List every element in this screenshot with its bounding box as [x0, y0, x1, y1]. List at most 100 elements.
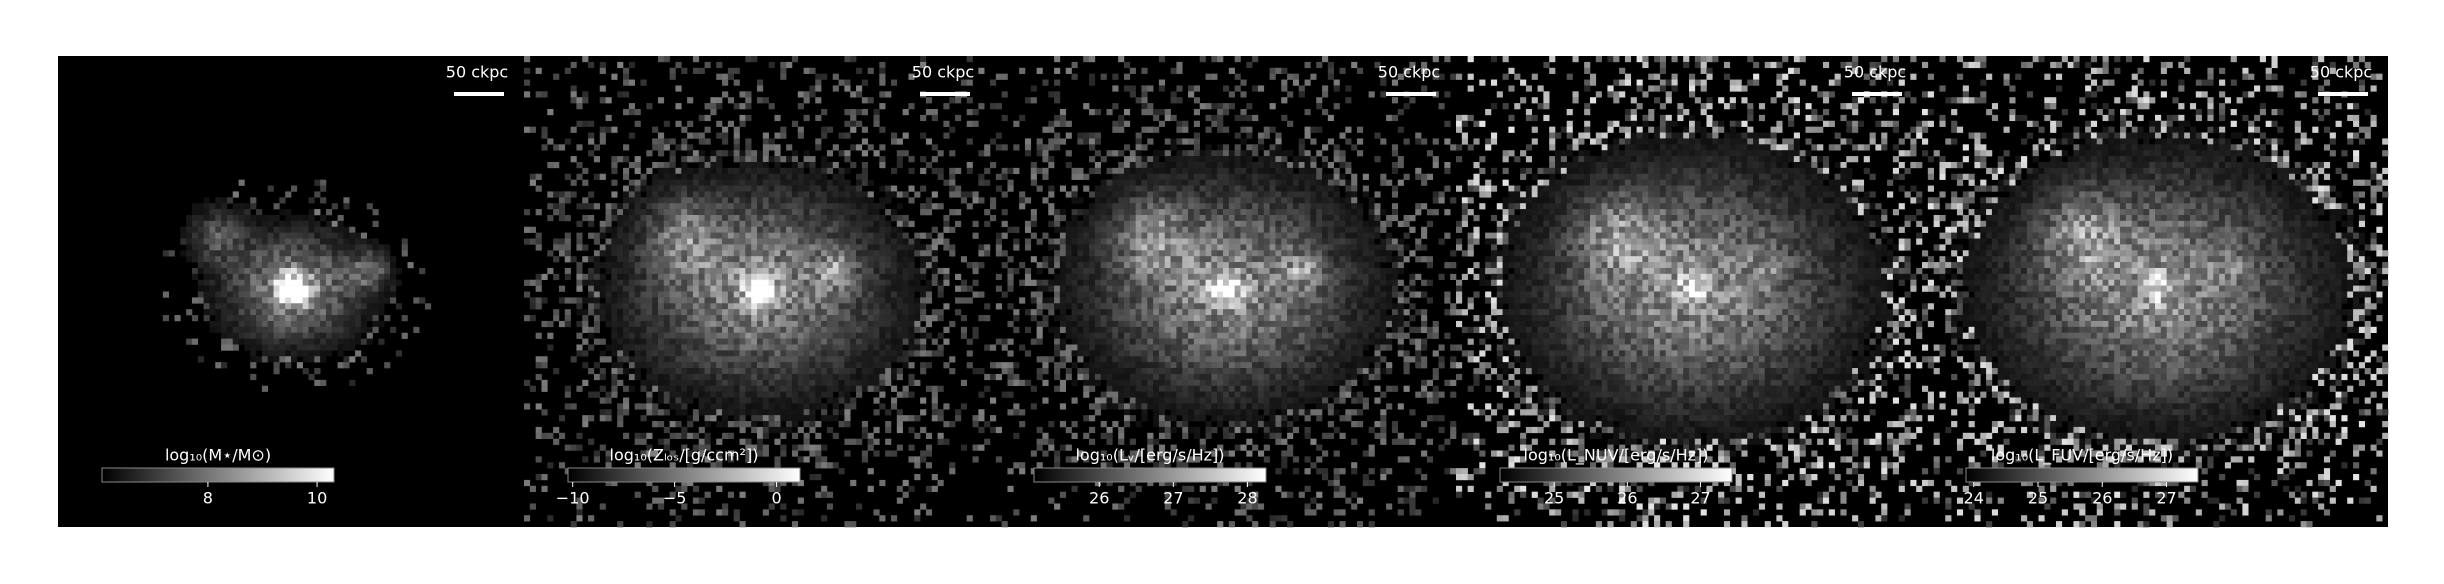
pixel [536, 362, 542, 368]
pixel [1124, 62, 1130, 68]
pixel [792, 280, 798, 286]
pixel [606, 321, 612, 327]
pixel [973, 445, 979, 451]
pixel [833, 462, 839, 468]
pixel [629, 344, 635, 350]
pixel [582, 280, 588, 286]
pixel [1153, 197, 1159, 203]
pixel [693, 409, 699, 415]
pixel [641, 433, 647, 439]
pixel [279, 274, 285, 280]
pixel [274, 221, 280, 227]
pixel [850, 250, 856, 256]
pixel [839, 409, 845, 415]
pixel [658, 397, 664, 403]
pixel [285, 233, 291, 239]
pixel [716, 315, 722, 321]
pixel [256, 309, 262, 315]
pixel [815, 374, 821, 380]
pixel [291, 268, 297, 274]
pixel [728, 250, 734, 256]
pixel [903, 356, 909, 362]
pixel [868, 468, 874, 474]
pixel [763, 333, 769, 339]
pixel [617, 244, 623, 250]
pixel [903, 150, 909, 156]
pixel [664, 380, 670, 386]
pixel [874, 368, 880, 374]
pixel [879, 362, 885, 368]
pixel [815, 221, 821, 227]
pixel [769, 256, 775, 262]
pixel [833, 268, 839, 274]
pixel [804, 233, 810, 239]
pixel [769, 392, 775, 398]
pixel [716, 74, 722, 80]
pixel [617, 268, 623, 274]
pixel [1246, 162, 1252, 168]
pixel [874, 250, 880, 256]
pixel [687, 121, 693, 127]
pixel [897, 203, 903, 209]
pixel [1217, 168, 1223, 174]
pixel [244, 321, 250, 327]
pixel [1322, 162, 1328, 168]
pixel [687, 174, 693, 180]
pixel [1159, 186, 1165, 192]
pixel [1351, 197, 1357, 203]
pixel [1089, 191, 1095, 197]
pixel [745, 368, 751, 374]
pixel [675, 344, 681, 350]
pixel [745, 327, 751, 333]
pixel [1112, 191, 1118, 197]
pixel [687, 380, 693, 386]
pixel [274, 321, 280, 327]
pixel [943, 215, 949, 221]
pixel [914, 274, 920, 280]
pixel [908, 380, 914, 386]
pixel [1118, 121, 1124, 127]
pixel [1433, 162, 1439, 168]
pixel [1077, 174, 1083, 180]
pixel [745, 239, 751, 245]
pixel [1165, 109, 1171, 115]
pixel [751, 374, 757, 380]
pixel [233, 203, 239, 209]
pixel [897, 421, 903, 427]
pixel [1351, 186, 1357, 192]
pixel [716, 509, 722, 515]
pixel [897, 309, 903, 315]
pixel [949, 462, 955, 468]
pixel [227, 344, 233, 350]
pixel [687, 186, 693, 192]
pixel [710, 233, 716, 239]
pixel [221, 215, 227, 221]
pixel [996, 144, 1002, 150]
pixel [879, 374, 885, 380]
pixel [763, 427, 769, 433]
pixel [606, 315, 612, 321]
pixel [891, 268, 897, 274]
pixel [908, 309, 914, 315]
pixel [833, 386, 839, 392]
pixel [1240, 162, 1246, 168]
pixel [734, 209, 740, 215]
pixel [635, 309, 641, 315]
pixel [908, 327, 914, 333]
pixel [932, 315, 938, 321]
pixel [1270, 174, 1276, 180]
pixel [926, 292, 932, 298]
pixel [868, 433, 874, 439]
pixel [722, 244, 728, 250]
pixel [553, 309, 559, 315]
pixel [297, 297, 303, 303]
pixel [949, 244, 955, 250]
pixel [1176, 186, 1182, 192]
pixel [716, 244, 722, 250]
pixel [885, 191, 891, 197]
pixel [675, 191, 681, 197]
pixel [722, 180, 728, 186]
pixel [256, 221, 262, 227]
pixel [687, 221, 693, 227]
pixel [658, 174, 664, 180]
